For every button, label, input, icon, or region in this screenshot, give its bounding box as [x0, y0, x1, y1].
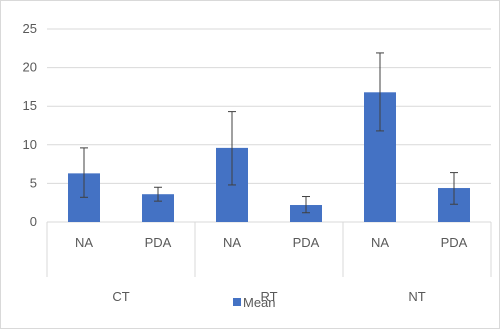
- y-tick-label: 15: [23, 98, 37, 113]
- y-tick-label: 20: [23, 60, 37, 75]
- y-tick-label: 10: [23, 137, 37, 152]
- y-tick-label: 25: [23, 21, 37, 36]
- x-category-label: PDA: [293, 235, 320, 250]
- bar-pda-rt: [290, 205, 322, 222]
- x-category-label: NA: [75, 235, 93, 250]
- x-category-label: NA: [371, 235, 389, 250]
- y-tick-label: 5: [30, 175, 37, 190]
- x-category-label: PDA: [145, 235, 172, 250]
- x-group-label: CT: [112, 289, 129, 304]
- legend-label: Mean: [243, 295, 276, 310]
- x-group-label: NT: [408, 289, 425, 304]
- y-tick-label: 0: [30, 214, 37, 229]
- x-category-label: PDA: [441, 235, 468, 250]
- legend-swatch: [233, 298, 241, 306]
- x-category-label: NA: [223, 235, 241, 250]
- x-group-label: RT: [260, 289, 277, 304]
